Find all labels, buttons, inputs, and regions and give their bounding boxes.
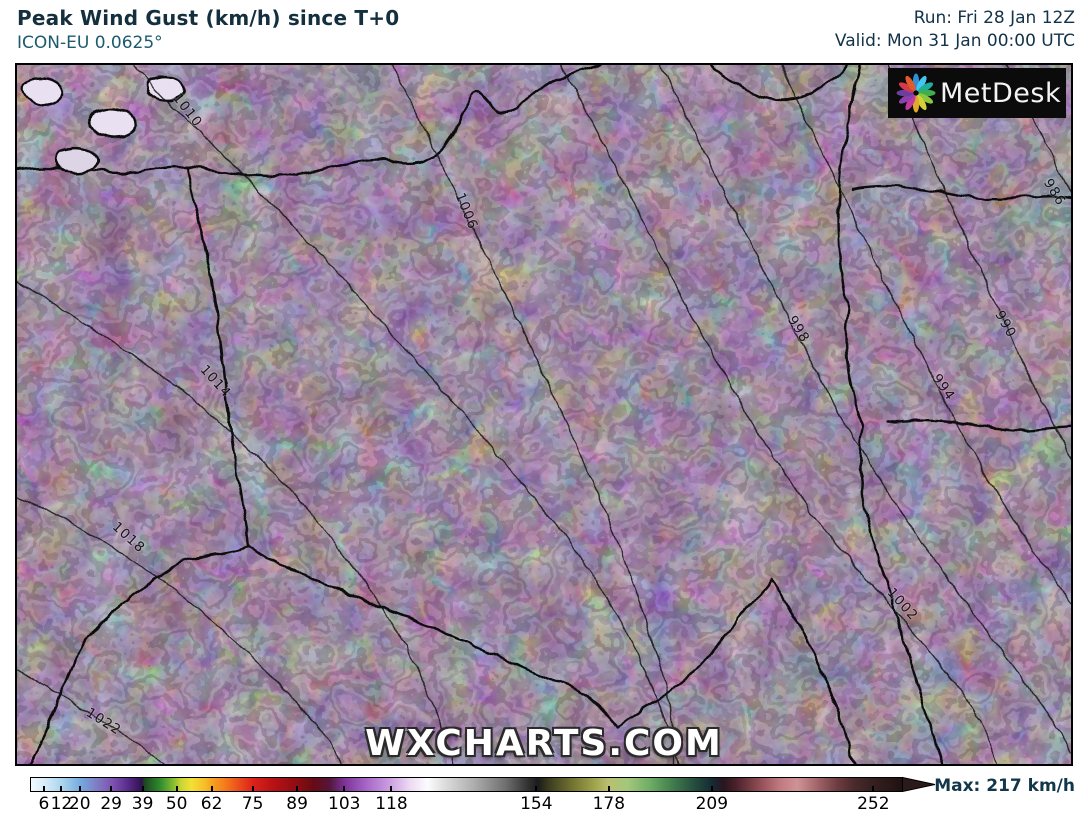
metdesk-logo: MetDesk [888, 68, 1066, 118]
legend-tick-label: 178 [592, 794, 626, 814]
valid-time-label: Valid: Mon 31 Jan 00:00 UTC [834, 31, 1075, 51]
page-title: Peak Wind Gust (km/h) since T+0 [17, 6, 400, 30]
grain-texture [15, 63, 1073, 766]
pinwheel-petal [916, 75, 927, 92]
legend-tick-label: 50 [165, 794, 188, 814]
run-time-label: Run: Fri 28 Jan 12Z [913, 8, 1075, 28]
legend-tick-label: 12 [50, 794, 73, 814]
legend-tick-label: 209 [695, 794, 729, 814]
wind-gust-field: 1010 1006 1014 1018 1022 998 994 990 986… [15, 63, 1073, 766]
wxcharts-watermark: WXCHARTS.COM [365, 723, 723, 764]
pinwheel-petal [905, 75, 916, 92]
legend-tick-label: 29 [100, 794, 123, 814]
pinwheel-petal [917, 82, 934, 93]
legend-tick-label: 154 [520, 794, 553, 814]
run-valid-block: Run: Fri 28 Jan 12Z Valid: Mon 31 Jan 00… [835, 7, 1075, 53]
isobar-lines [15, 63, 1073, 766]
legend-tick-label: 103 [328, 794, 361, 814]
legend-tick-label: 6 [38, 794, 50, 814]
max-gust-label: Max: 217 km/h [934, 776, 1075, 796]
colorbar-arrow-icon [902, 777, 936, 792]
pinwheel-petal [898, 93, 915, 104]
legend-tick-label: 75 [241, 794, 264, 814]
pinwheel-petal [898, 82, 915, 93]
pinwheel-petal [917, 93, 934, 104]
legend-tick-label: 118 [375, 794, 408, 814]
metdesk-pinwheel-icon [896, 73, 936, 113]
model-subtitle: ICON-EU 0.0625° [17, 33, 163, 53]
colorbar-ticklabels: 6 12 20 29 39 50 62 75 89 103 118 154 178 209 252 [30, 794, 903, 814]
metdesk-logo-text: MetDesk [940, 77, 1062, 109]
legend-tick-label: 39 [131, 794, 154, 814]
map-frame [15, 63, 1073, 766]
legend-tick-label: 89 [286, 794, 308, 814]
legend-tick-label: 252 [857, 794, 890, 814]
pinwheel-petal [905, 94, 916, 111]
legend-tick-label: 20 [68, 794, 91, 814]
colorbar [30, 777, 903, 792]
country-borders [15, 63, 1073, 766]
pinwheel-petal [916, 94, 927, 111]
weather-map: 1010 1006 1014 1018 1022 998 994 990 986… [15, 63, 1073, 766]
legend-tick-label: 62 [200, 794, 223, 814]
